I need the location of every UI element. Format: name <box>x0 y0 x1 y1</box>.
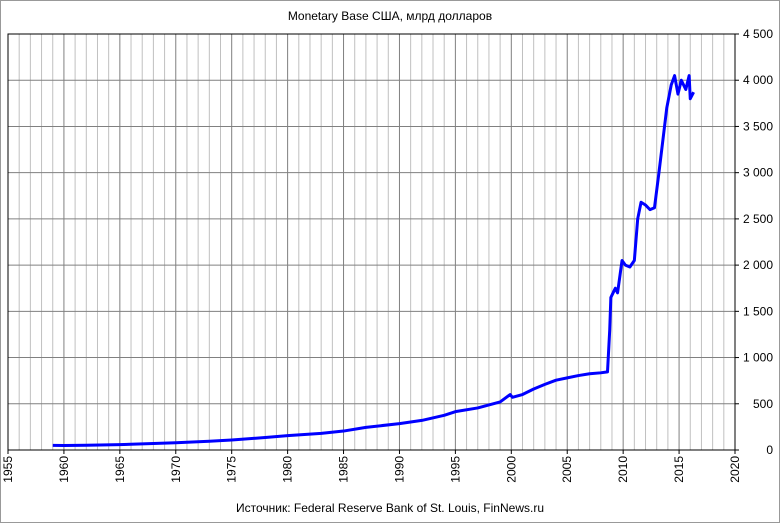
chart-title: Monetary Base США, млрд долларов <box>288 9 492 23</box>
y-tick-label: 3 000 <box>743 166 773 180</box>
x-tick-label: 1975 <box>225 456 239 483</box>
x-tick-label: 2020 <box>728 456 742 483</box>
y-tick-label: 1 500 <box>743 304 773 318</box>
x-tick-label: 2010 <box>616 456 630 483</box>
y-tick-label: 3 500 <box>743 119 773 133</box>
x-tick-label: 1985 <box>337 456 351 483</box>
x-tick-label: 1965 <box>113 456 127 483</box>
source: Источник: Federal Reserve Bank of St. Lo… <box>236 501 544 515</box>
x-tick-label: 2005 <box>560 456 574 483</box>
data-line <box>52 74 695 448</box>
y-tick-label: 4 000 <box>743 73 773 87</box>
y-tick-label: 1 000 <box>743 351 773 365</box>
x-tick-label: 2015 <box>672 456 686 483</box>
x-tick-label: 1980 <box>281 456 295 483</box>
x-tick-label: 1955 <box>1 456 15 483</box>
y-tick-label: 2 500 <box>743 212 773 226</box>
x-tick-label: 1990 <box>392 456 406 483</box>
x-tick-label: 1995 <box>448 456 462 483</box>
x-tick-label: 2000 <box>504 456 518 483</box>
y-tick-label: 500 <box>753 397 773 411</box>
y-tick-label: 4 500 <box>743 27 773 41</box>
plot-border <box>7 33 736 451</box>
y-tick-label: 0 <box>766 443 773 457</box>
x-tick-label: 1960 <box>57 456 71 483</box>
y-tick-label: 2 000 <box>743 258 773 272</box>
x-tick-label: 1970 <box>169 456 183 483</box>
